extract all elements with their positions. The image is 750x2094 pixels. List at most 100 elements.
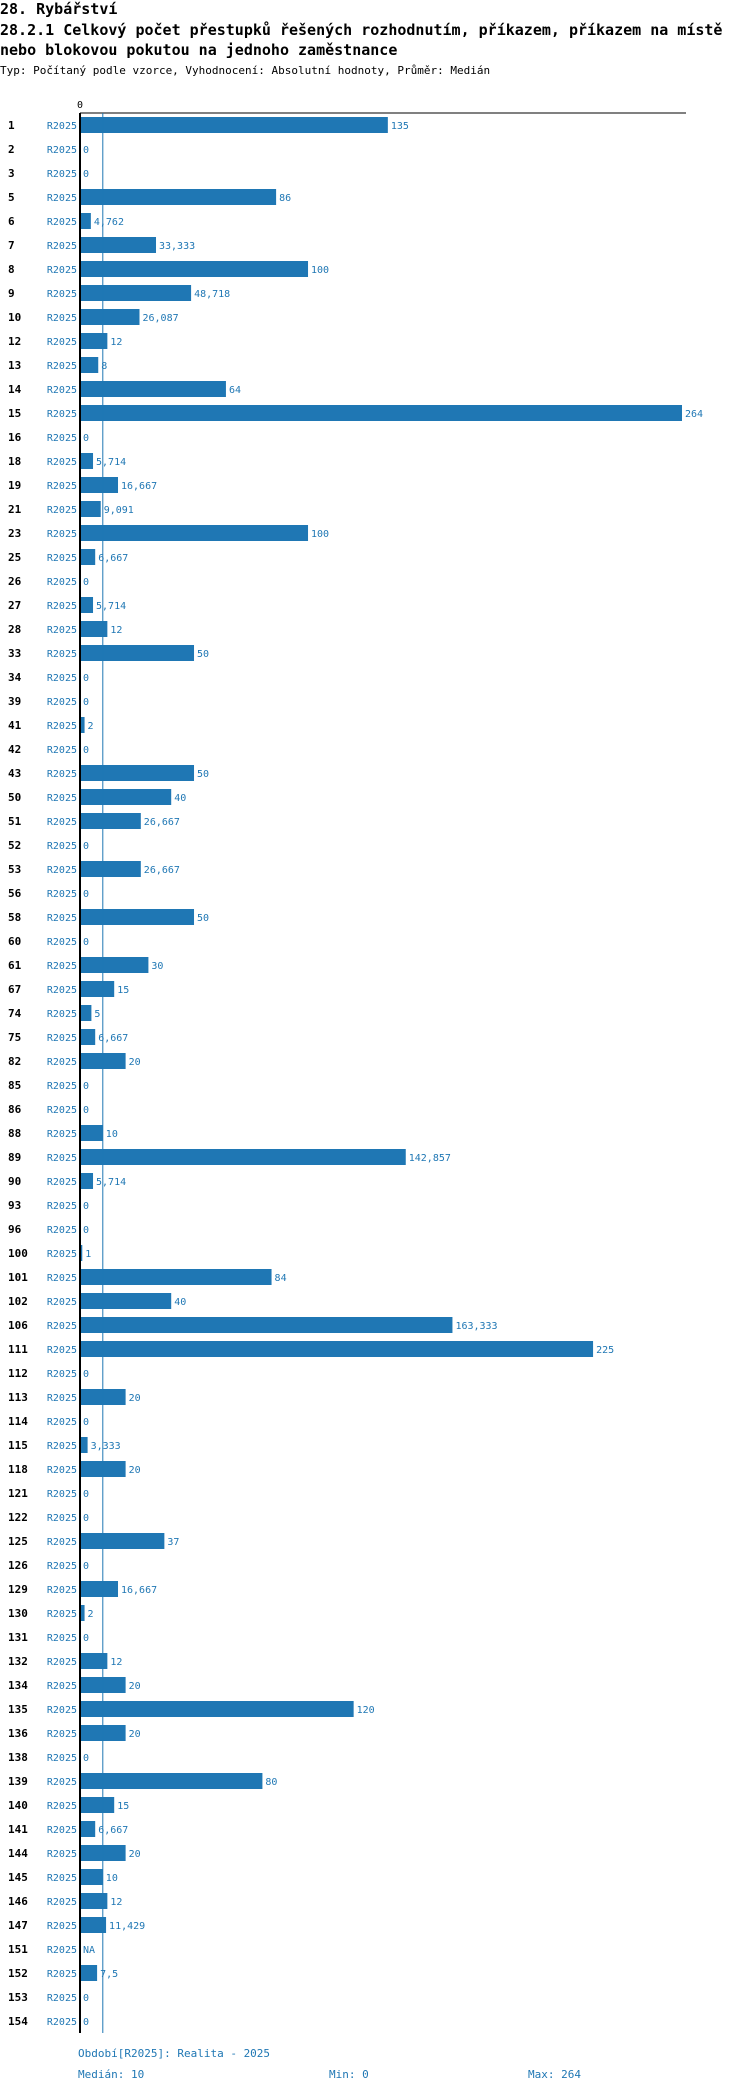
bar-value-label: 0 xyxy=(83,577,89,588)
bar-value-label: 8 xyxy=(101,361,107,372)
bar xyxy=(80,957,149,973)
row-series-label: R2025 xyxy=(47,145,77,156)
row-id-label: 106 xyxy=(8,1319,28,1332)
bar xyxy=(80,1773,263,1789)
bar-value-label: 135 xyxy=(391,121,409,132)
row-series-label: R2025 xyxy=(47,1585,77,1596)
row-id-label: 100 xyxy=(8,1247,28,1260)
row-id-label: 146 xyxy=(8,1895,28,1908)
row-id-label: 18 xyxy=(8,455,21,468)
bar xyxy=(80,1029,96,1045)
row-id-label: 90 xyxy=(8,1175,21,1188)
row-id-label: 140 xyxy=(8,1799,28,1812)
bar-value-label: 0 xyxy=(83,1513,89,1524)
row-series-label: R2025 xyxy=(47,1465,77,1476)
row-series-label: R2025 xyxy=(47,937,77,948)
row-series-label: R2025 xyxy=(47,1633,77,1644)
bar-value-label: 0 xyxy=(83,1753,89,1764)
bar xyxy=(80,237,157,253)
row-id-label: 67 xyxy=(8,983,21,996)
row-series-label: R2025 xyxy=(47,433,77,444)
bar-value-label: 20 xyxy=(129,1057,141,1068)
row-id-label: 28 xyxy=(8,623,21,636)
row-id-label: 138 xyxy=(8,1751,28,1764)
row-id-label: 26 xyxy=(8,575,22,588)
row-id-label: 153 xyxy=(8,1991,28,2004)
row-series-label: R2025 xyxy=(47,1705,77,1716)
bar-value-label: 16,667 xyxy=(121,481,157,492)
row-id-label: 96 xyxy=(8,1223,22,1236)
row-id-label: 86 xyxy=(8,1103,22,1116)
row-id-label: 1 xyxy=(8,119,15,132)
bar xyxy=(80,549,96,565)
bar-value-label: 0 xyxy=(83,697,89,708)
row-id-label: 25 xyxy=(8,551,21,564)
bar xyxy=(80,717,85,733)
row-id-label: 145 xyxy=(8,1871,28,1884)
row-id-label: 147 xyxy=(8,1919,28,1932)
row-series-label: R2025 xyxy=(47,1249,77,1260)
bar xyxy=(80,1821,96,1837)
bar-value-label: 48,718 xyxy=(194,289,230,300)
bar-value-label: 20 xyxy=(129,1465,141,1476)
bar xyxy=(80,333,108,349)
row-id-label: 16 xyxy=(8,431,22,444)
row-id-label: 60 xyxy=(8,935,21,948)
row-id-label: 135 xyxy=(8,1703,28,1716)
bar-value-label: 0 xyxy=(83,1633,89,1644)
row-id-label: 12 xyxy=(8,335,21,348)
row-series-label: R2025 xyxy=(47,1657,77,1668)
row-series-label: R2025 xyxy=(47,865,77,876)
bar-value-label: 16,667 xyxy=(121,1585,157,1596)
row-series-label: R2025 xyxy=(47,481,77,492)
bar-value-label: 0 xyxy=(83,673,89,684)
bar-value-label: 5,714 xyxy=(96,1177,126,1188)
row-series-label: R2025 xyxy=(47,1489,77,1500)
footer-period: Období[R2025]: Realita - 2025 xyxy=(78,2047,271,2060)
row-id-label: 74 xyxy=(8,1007,22,1020)
bar-value-label: 0 xyxy=(83,1561,89,1572)
bar-value-label: 0 xyxy=(83,1081,89,1092)
row-id-label: 85 xyxy=(8,1079,21,1092)
row-series-label: R2025 xyxy=(47,1729,77,1740)
row-id-label: 10 xyxy=(8,311,21,324)
row-series-label: R2025 xyxy=(47,985,77,996)
bar-value-label: 6,667 xyxy=(98,1825,128,1836)
row-id-label: 101 xyxy=(8,1271,28,1284)
bar xyxy=(80,1005,92,1021)
footer-max: Max: 264 xyxy=(528,2068,581,2081)
bar xyxy=(80,1653,108,1669)
bar-value-label: 163,333 xyxy=(455,1321,497,1332)
bar-value-label: 7,5 xyxy=(100,1969,118,1980)
row-id-label: 118 xyxy=(8,1463,28,1476)
bar-value-label: 20 xyxy=(129,1729,141,1740)
row-id-label: 125 xyxy=(8,1535,28,1548)
row-series-label: R2025 xyxy=(47,313,77,324)
bar xyxy=(80,1701,354,1717)
row-series-label: R2025 xyxy=(47,1681,77,1692)
bar-value-label: 6,667 xyxy=(98,1033,128,1044)
row-id-label: 34 xyxy=(8,671,22,684)
bar-value-label: 50 xyxy=(197,649,209,660)
row-id-label: 82 xyxy=(8,1055,21,1068)
row-series-label: R2025 xyxy=(47,673,77,684)
row-series-label: R2025 xyxy=(47,1825,77,1836)
bar-value-label: 12 xyxy=(110,625,122,636)
bar-value-label: 0 xyxy=(83,1993,89,2004)
row-id-label: 89 xyxy=(8,1151,21,1164)
row-id-label: 15 xyxy=(8,407,21,420)
bar xyxy=(80,1917,107,1933)
bar-value-label: 84 xyxy=(275,1273,287,1284)
row-series-label: R2025 xyxy=(47,1345,77,1356)
chart-subtitle: Typ: Počítaný podle vzorce, Vyhodnocení:… xyxy=(0,64,491,77)
row-id-label: 115 xyxy=(8,1439,28,1452)
row-series-label: R2025 xyxy=(47,1225,77,1236)
bar-value-label: 6,667 xyxy=(98,553,128,564)
bar-value-label: 2 xyxy=(88,721,94,732)
row-series-label: R2025 xyxy=(47,1537,77,1548)
bar-value-label: 100 xyxy=(311,529,329,540)
row-series-label: R2025 xyxy=(47,1273,77,1284)
bar-value-label: 0 xyxy=(83,433,89,444)
row-series-label: R2025 xyxy=(47,745,77,756)
